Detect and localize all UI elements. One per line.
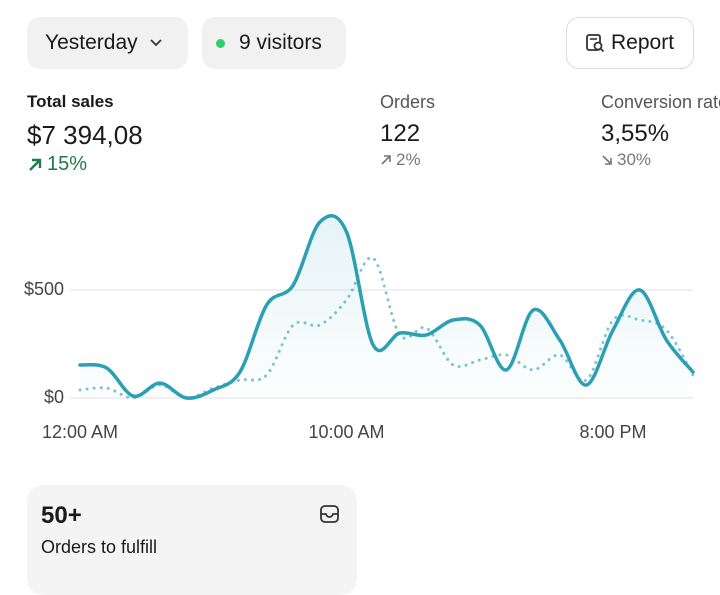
metric-label: Orders — [380, 92, 436, 112]
report-button[interactable]: Report — [566, 17, 694, 69]
x-tick-label: 8:00 PM — [580, 422, 647, 442]
x-tick-label: 10:00 AM — [308, 422, 384, 442]
live-dot — [216, 38, 225, 48]
inbox-icon — [320, 505, 339, 523]
metric-change: 30% — [601, 150, 720, 170]
metric-label: Conversion rate — [601, 92, 720, 112]
metric: Conversion rate 3,55% 30% — [601, 92, 720, 170]
metric-value: 3,55% — [601, 120, 670, 147]
period-text: Yesterday — [45, 31, 138, 54]
chevron-icon — [149, 39, 162, 47]
visitors-text: 9 visitors — [239, 31, 322, 54]
change-text: 15% — [47, 153, 88, 175]
fulfill-count: 50+ — [41, 502, 82, 529]
report-icon — [586, 34, 605, 53]
metric-change: 2% — [380, 150, 435, 170]
metric: Total sales $7 394,08 15% — [27, 92, 143, 176]
x-tick-label: 12:00 AM — [42, 422, 118, 442]
metric-value: 122 — [380, 120, 421, 147]
y-tick-label: $0 — [44, 387, 64, 407]
up-arrow — [381, 155, 391, 165]
metric-value: $7 394,08 — [27, 120, 143, 150]
change-text: 2% — [396, 150, 421, 169]
chart: $0 $500 12:00 AM 10:00 AM 8:00 PM — [24, 214, 695, 442]
series-line — [78, 214, 695, 400]
metric: Orders 122 2% — [380, 92, 435, 170]
report-text: Report — [611, 31, 675, 54]
period-button[interactable]: Yesterday — [27, 17, 188, 69]
metric-change: 15% — [27, 153, 143, 176]
metric-label: Total sales — [27, 92, 114, 111]
fulfill-card[interactable]: 50+ Orders to fulfill — [27, 485, 357, 595]
page: Yesterday 9 visitors Report Total sales … — [23, 17, 720, 595]
visitors-button[interactable]: 9 visitors — [202, 17, 346, 69]
y-tick-label: $500 — [24, 279, 64, 299]
fulfill-label: Orders to fulfill — [41, 537, 158, 557]
up-arrow — [29, 158, 42, 171]
down-arrow — [602, 155, 612, 165]
change-text: 30% — [617, 150, 652, 169]
area-fill — [80, 215, 693, 399]
